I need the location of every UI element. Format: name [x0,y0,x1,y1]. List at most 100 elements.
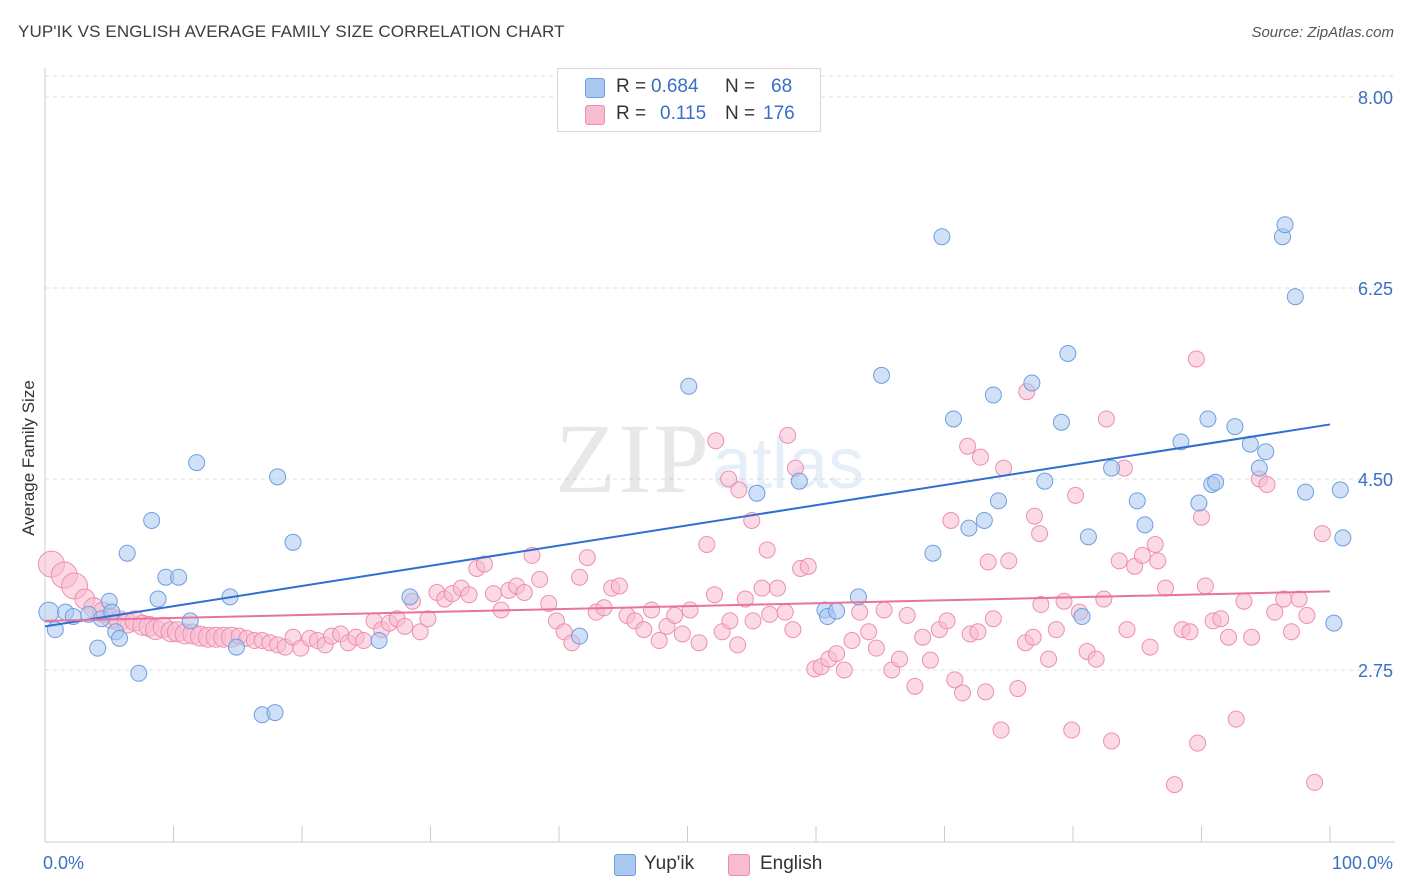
yupik-point [149,590,167,608]
english-point [1095,590,1113,608]
english-point [721,612,739,630]
english-point [673,625,691,643]
english-point [650,632,668,650]
english-point [1187,350,1205,368]
legend-label-english: English [760,853,823,874]
english-point [1040,650,1058,668]
english-point [1298,606,1316,624]
english-point [1087,650,1105,668]
english-point [971,448,989,466]
yupik-point [1128,492,1146,510]
yupik-point [401,588,419,606]
yupik-point [1331,481,1349,499]
x-tick-labels: 0.0% 100.0% [43,853,1393,873]
yupik-point [103,603,121,621]
yupik-point [989,492,1007,510]
yupik-point [1199,410,1217,428]
english-point [1189,734,1207,752]
legend-n-label: N = [725,76,756,97]
english-point [1181,623,1199,641]
english-point [1063,721,1081,739]
english-point [898,606,916,624]
english-point [914,628,932,646]
yupik-point [1172,433,1190,451]
english-point [1000,552,1018,570]
legend-n-value: 176 [763,103,795,124]
yupik-point [680,377,698,395]
english-point [891,650,909,668]
english-point [1067,486,1085,504]
yupik-point [1257,443,1275,461]
chart-title: YUP'IK VS ENGLISH AVERAGE FAMILY SIZE CO… [18,22,565,41]
english-point [959,437,977,455]
english-point [992,721,1010,739]
english-point [484,585,502,603]
yupik-point [1136,516,1154,534]
yupik-point [1297,483,1315,501]
watermark-zip: ZIP [555,403,711,514]
english-point [730,481,748,499]
english-point [776,603,794,621]
english-point [475,555,493,573]
english-point [705,586,723,604]
english-point [984,610,1002,628]
x-tick-label: 0.0% [43,853,84,873]
yupik-point [170,568,188,586]
yupik-point [1190,494,1208,512]
correlation-legend: R = 0.684 N = 68 R = 0.115 N = 176 [557,68,821,132]
yupik-point [1334,529,1352,547]
english-trend-line [44,590,1331,622]
legend-n-label: N = [725,103,756,124]
english-point [851,603,869,621]
english-point [1235,592,1253,610]
yupik-point [188,454,206,472]
english-point [1024,628,1042,646]
yupik-point [975,511,993,529]
x-tick-label: 100.0% [1332,853,1393,873]
english-point [698,535,716,553]
english-point [995,459,1013,477]
english-point [921,651,939,669]
y-tick-label: 4.50 [1358,470,1393,490]
english-point [1110,552,1128,570]
yupik-point [960,519,978,537]
y-tick-label: 8.00 [1358,88,1393,108]
yupik-point [1059,344,1077,362]
yupik-point [1250,459,1268,477]
yupik-point [111,629,129,647]
yupik-point [924,544,942,562]
english-point [1227,710,1245,728]
english-point [1282,623,1300,641]
yupik-point [1073,608,1091,626]
english-point [835,661,853,679]
yupik-point [1052,413,1070,431]
english-point [761,605,779,623]
english-point [1149,552,1167,570]
yupik-point [873,366,891,384]
english-point [707,432,725,450]
english-point [953,684,971,702]
yupik-point [266,704,284,722]
english-point [784,621,802,639]
legend-r-label: R = [616,103,647,124]
source-note: Source: ZipAtlas.com [1251,24,1394,41]
trend-lines [44,423,1331,628]
y-tick-label: 6.25 [1358,279,1393,299]
english-point [690,634,708,652]
yupik-points [38,216,1352,724]
english-point [531,570,549,588]
legend-r-value: 0.115 [660,103,707,124]
english-point [843,632,861,650]
english-point [635,621,653,639]
english-point [860,623,878,641]
yupik-point [748,484,766,502]
yupik-point [1023,374,1041,392]
watermark: ZIP atlas [555,403,864,514]
yupik-point [269,468,287,486]
english-point [1243,628,1261,646]
english-point [666,606,684,624]
english-point [396,617,414,635]
english-point [578,549,596,567]
yupik-point [1325,614,1343,632]
yupik-point [1036,472,1054,490]
